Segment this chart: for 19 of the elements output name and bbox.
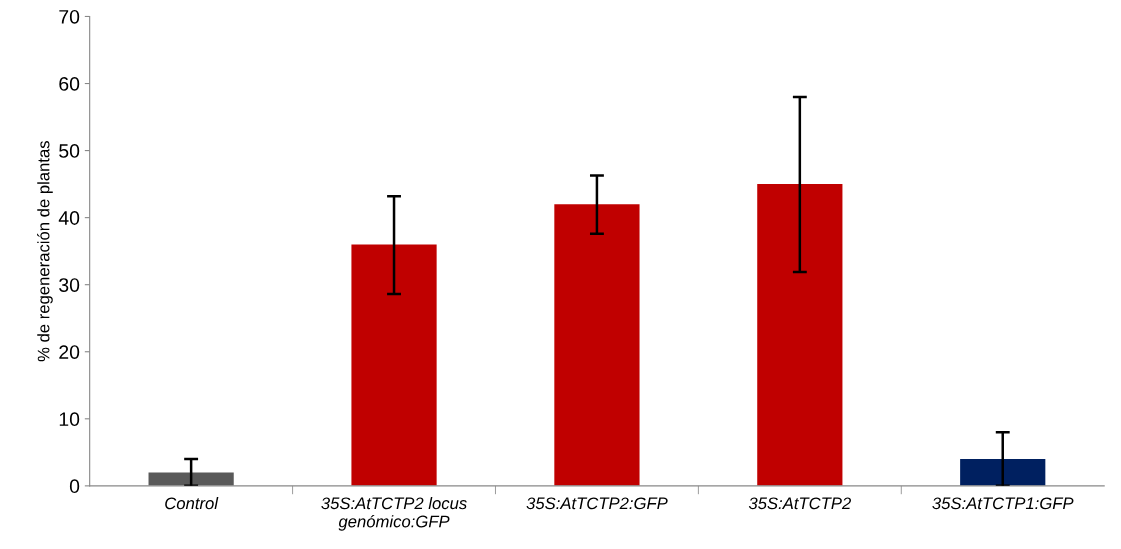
- x-tick-label: Control: [165, 496, 219, 510]
- x-tick-label: 35S:AtTCTP2 locus genómico:GFP: [321, 496, 467, 531]
- bar: [148, 472, 234, 486]
- x-tick-label: 35S:AtTCTP1:GFP: [932, 497, 1074, 510]
- x-tick-label: 35S:AtTCTP2:GFP: [526, 497, 668, 510]
- bar: [554, 204, 640, 486]
- y-tick-label: 0: [69, 479, 80, 494]
- x-tick-label: 35S:AtTCTP2: [748, 497, 851, 510]
- y-tick-label: 50: [59, 144, 80, 158]
- y-tick-label: 70: [59, 9, 80, 24]
- y-tick-label: 40: [58, 211, 80, 225]
- y-axis-title: % de regeneración de plantas: [37, 141, 53, 362]
- bar: [960, 459, 1046, 486]
- bar: [757, 184, 843, 486]
- y-tick-label: 10: [59, 412, 80, 427]
- bar: [351, 244, 437, 486]
- y-tick-label: 20: [59, 345, 80, 359]
- y-tick-label: 30: [59, 278, 80, 292]
- y-tick-label: 60: [59, 76, 80, 91]
